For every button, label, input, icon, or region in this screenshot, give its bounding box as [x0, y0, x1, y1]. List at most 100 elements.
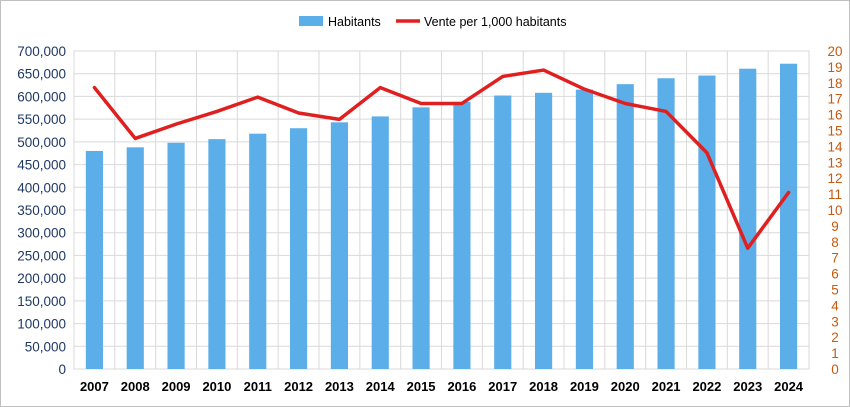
bar-habitants-2008 — [126, 147, 144, 369]
right-tick-label: 3 — [831, 314, 839, 329]
x-tick-label: 2007 — [80, 379, 109, 394]
x-tick-label: 2012 — [284, 379, 313, 394]
x-tick-label: 2017 — [488, 379, 517, 394]
point-vente-2009 — [174, 122, 178, 126]
x-tick-label: 2014 — [366, 379, 396, 394]
bar-habitants-2019 — [575, 89, 593, 369]
right-tick-label: 9 — [831, 219, 839, 234]
left-tick-label: 150,000 — [17, 294, 66, 309]
x-tick-label: 2013 — [325, 379, 354, 394]
bar-habitants-2013 — [330, 122, 348, 369]
left-tick-label: 400,000 — [17, 180, 66, 195]
legend-label-habitants: Habitants — [328, 15, 381, 29]
point-vente-2008 — [134, 137, 137, 140]
point-vente-2020 — [624, 102, 627, 105]
left-tick-label: 0 — [58, 362, 66, 377]
left-axis-ticks: 0 50,000 100,000 150,000 200,000 250,000 300,0… — [17, 44, 66, 377]
bar-habitants-2011 — [249, 133, 267, 369]
left-tick-label: 700,000 — [17, 44, 66, 59]
left-tick-label: 350,000 — [17, 203, 66, 218]
left-tick-label: 300,000 — [17, 226, 66, 241]
point-vente-2016 — [460, 102, 464, 105]
left-tick-label: 550,000 — [17, 112, 66, 127]
right-tick-label: 6 — [831, 267, 839, 282]
x-tick-label: 2018 — [529, 379, 558, 394]
right-tick-label: 1 — [831, 346, 839, 361]
bar-habitants-2016 — [453, 101, 471, 369]
right-tick-label: 13 — [827, 155, 842, 170]
right-tick-label: 11 — [828, 187, 842, 202]
right-tick-label: 12 — [827, 171, 842, 186]
point-vente-2024 — [787, 191, 790, 194]
right-tick-label: 8 — [831, 235, 839, 250]
x-tick-label: 2008 — [121, 379, 150, 394]
point-vente-2018 — [542, 68, 545, 72]
bar-habitants-2024 — [780, 63, 798, 369]
line-vente-per-1000 — [92, 68, 791, 250]
bar-habitants-2009 — [167, 142, 185, 369]
right-tick-label: 14 — [827, 139, 843, 154]
right-tick-label: 19 — [827, 60, 842, 75]
right-tick-label: 7 — [831, 251, 839, 266]
point-vente-2013 — [338, 118, 341, 121]
left-tick-label: 600,000 — [17, 89, 66, 104]
x-tick-label: 2021 — [652, 379, 681, 394]
x-tick-label: 2010 — [202, 379, 231, 394]
right-tick-label: 10 — [827, 203, 842, 218]
left-tick-label: 500,000 — [17, 135, 66, 150]
point-vente-2023 — [746, 246, 749, 250]
bar-habitants-2012 — [290, 128, 308, 369]
point-vente-2021 — [664, 110, 668, 113]
left-tick-label: 250,000 — [17, 248, 66, 263]
legend: Habitants Vente per 1,000 habitants — [299, 15, 566, 29]
point-vente-2019 — [583, 87, 586, 91]
x-tick-label: 2023 — [733, 379, 762, 394]
legend-label-vente: Vente per 1,000 habitants — [424, 15, 566, 29]
right-tick-label: 15 — [827, 124, 842, 139]
point-vente-2012 — [297, 111, 300, 115]
bar-habitants-2017 — [494, 95, 512, 370]
legend-swatch-habitants — [299, 16, 323, 26]
x-tick-label: 2009 — [162, 379, 191, 394]
right-tick-label: 17 — [827, 92, 842, 107]
point-vente-2017 — [501, 75, 504, 78]
bar-habitants-2023 — [739, 68, 757, 370]
point-vente-2010 — [215, 110, 219, 113]
right-tick-label: 18 — [827, 76, 842, 91]
right-tick-label: 4 — [831, 298, 839, 313]
x-tick-label: 2020 — [611, 379, 640, 394]
point-vente-2014 — [379, 86, 382, 89]
right-tick-label: 16 — [827, 108, 842, 123]
left-tick-label: 50,000 — [25, 339, 66, 354]
bar-habitants-2015 — [412, 107, 430, 370]
x-tick-label: 2022 — [692, 379, 721, 394]
point-vente-2022 — [705, 151, 709, 154]
point-vente-2011 — [256, 95, 259, 99]
right-tick-label: 20 — [827, 44, 842, 59]
x-tick-label: 2019 — [570, 379, 599, 394]
left-tick-label: 200,000 — [17, 271, 66, 286]
right-tick-label: 2 — [831, 330, 839, 345]
bar-habitants-2007 — [85, 150, 103, 369]
bar-habitants-2018 — [535, 92, 553, 370]
bar-habitants-2014 — [371, 116, 389, 369]
line-vente-path — [92, 68, 791, 250]
left-tick-label: 100,000 — [17, 317, 66, 332]
x-tick-label: 2024 — [774, 379, 804, 394]
point-vente-2007 — [93, 86, 96, 89]
bars-habitants — [85, 63, 798, 370]
point-vente-2015 — [419, 102, 423, 105]
x-tick-label: 2016 — [447, 379, 476, 394]
bar-habitants-2022 — [698, 75, 716, 369]
x-tick-label: 2011 — [244, 379, 272, 394]
bar-habitants-2010 — [208, 139, 226, 369]
left-tick-label: 650,000 — [17, 67, 66, 82]
left-tick-label: 450,000 — [17, 158, 66, 173]
x-axis-ticks: 2007 2008 2009 2010 2011 2012 2013 2014 2015 2016… — [80, 379, 804, 394]
right-tick-label: 0 — [831, 362, 839, 377]
right-tick-label: 5 — [831, 283, 839, 298]
bar-habitants-2020 — [616, 84, 634, 370]
